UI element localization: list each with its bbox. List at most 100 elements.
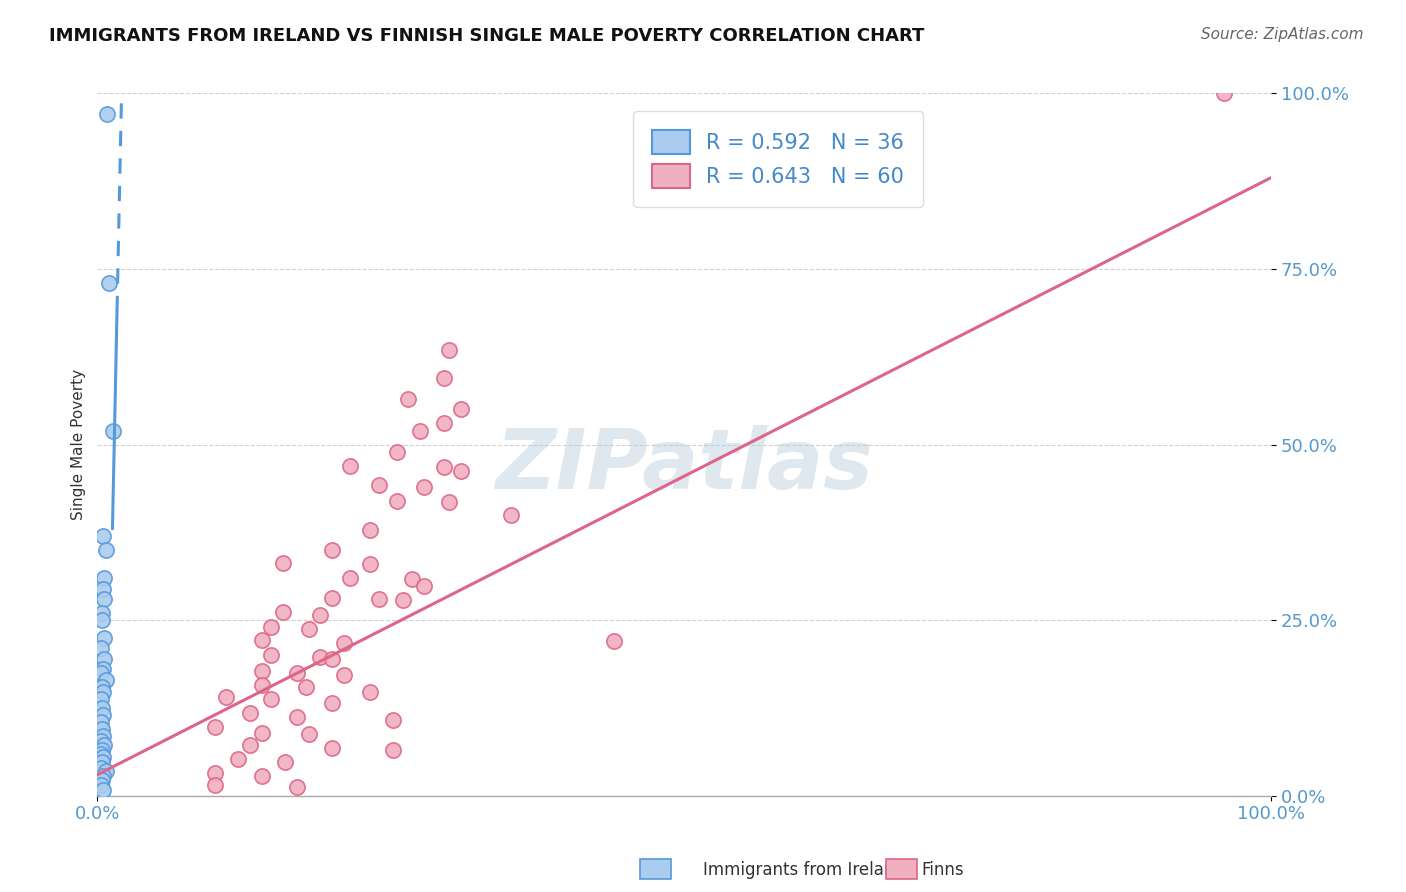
Point xyxy=(382,713,405,727)
Point xyxy=(91,743,114,757)
Point xyxy=(439,343,461,357)
Point xyxy=(433,371,456,385)
Point xyxy=(239,706,262,720)
Point xyxy=(91,680,114,694)
Point xyxy=(285,780,308,795)
Point xyxy=(91,769,114,783)
Point xyxy=(90,778,112,792)
Point xyxy=(368,592,391,607)
Point xyxy=(295,680,318,694)
Point xyxy=(239,738,262,752)
Point xyxy=(271,605,294,619)
Point xyxy=(90,761,112,775)
Point xyxy=(603,634,626,648)
Point xyxy=(285,665,308,680)
Point xyxy=(91,729,114,743)
Point xyxy=(359,685,381,699)
Point xyxy=(401,573,423,587)
Legend: R = 0.592   N = 36, R = 0.643   N = 60: R = 0.592 N = 36, R = 0.643 N = 60 xyxy=(633,111,922,207)
Point xyxy=(91,750,114,764)
Point xyxy=(90,714,112,729)
Point xyxy=(93,738,115,752)
Point xyxy=(204,720,226,734)
Point xyxy=(93,571,115,585)
Point xyxy=(309,649,332,664)
Point xyxy=(91,708,114,723)
Point xyxy=(90,691,112,706)
Point xyxy=(93,631,115,645)
Point xyxy=(101,424,124,438)
Point xyxy=(385,493,408,508)
Point xyxy=(339,458,361,473)
Point xyxy=(260,648,283,663)
Point xyxy=(91,662,114,676)
Point xyxy=(359,523,381,537)
Point xyxy=(98,276,121,290)
Point xyxy=(450,402,472,417)
Point xyxy=(339,571,361,585)
Point xyxy=(94,673,117,687)
Point xyxy=(412,579,434,593)
Point xyxy=(91,613,114,627)
Point xyxy=(321,696,343,710)
Point xyxy=(439,495,461,509)
Point xyxy=(90,665,112,680)
Text: Source: ZipAtlas.com: Source: ZipAtlas.com xyxy=(1201,27,1364,42)
Point xyxy=(226,752,249,766)
Point xyxy=(450,464,472,478)
Point xyxy=(391,593,413,607)
Point xyxy=(250,664,273,678)
Point xyxy=(91,685,114,699)
Point xyxy=(285,710,308,724)
Point xyxy=(215,690,238,705)
Point xyxy=(433,417,456,431)
Point xyxy=(298,727,321,741)
Point xyxy=(409,424,432,438)
Point xyxy=(91,529,114,543)
Point xyxy=(91,582,114,596)
Point xyxy=(93,592,115,607)
Point xyxy=(204,766,226,780)
Point xyxy=(333,635,356,649)
Point xyxy=(204,778,226,792)
Point xyxy=(91,722,114,736)
Point xyxy=(499,508,522,522)
Point xyxy=(382,743,405,757)
Point xyxy=(250,632,273,647)
Point xyxy=(91,783,114,797)
Text: Immigrants from Ireland: Immigrants from Ireland xyxy=(703,861,905,879)
Point xyxy=(321,591,343,605)
Point xyxy=(90,747,112,761)
Point xyxy=(91,606,114,620)
Point xyxy=(91,755,114,769)
Point xyxy=(368,477,391,491)
Text: ZIPatlas: ZIPatlas xyxy=(495,425,873,506)
Point xyxy=(385,444,408,458)
Point xyxy=(321,543,343,558)
Point xyxy=(396,392,419,406)
Point xyxy=(1213,87,1236,101)
Point xyxy=(260,691,283,706)
Point xyxy=(250,678,273,692)
Point xyxy=(93,652,115,666)
Point xyxy=(333,668,356,682)
Point xyxy=(96,107,118,121)
Point xyxy=(321,741,343,756)
Point xyxy=(271,556,294,570)
Point xyxy=(90,734,112,748)
Point xyxy=(91,701,114,715)
Point xyxy=(90,641,112,656)
Text: IMMIGRANTS FROM IRELAND VS FINNISH SINGLE MALE POVERTY CORRELATION CHART: IMMIGRANTS FROM IRELAND VS FINNISH SINGL… xyxy=(49,27,925,45)
Point xyxy=(91,773,114,788)
Point xyxy=(433,460,456,475)
Text: Finns: Finns xyxy=(921,861,963,879)
Point xyxy=(298,622,321,636)
Point xyxy=(309,607,332,622)
Point xyxy=(94,764,117,779)
Point xyxy=(260,620,283,634)
Point xyxy=(250,769,273,783)
Point xyxy=(250,725,273,739)
Point xyxy=(412,480,434,494)
Point xyxy=(94,543,117,558)
Point xyxy=(321,652,343,666)
